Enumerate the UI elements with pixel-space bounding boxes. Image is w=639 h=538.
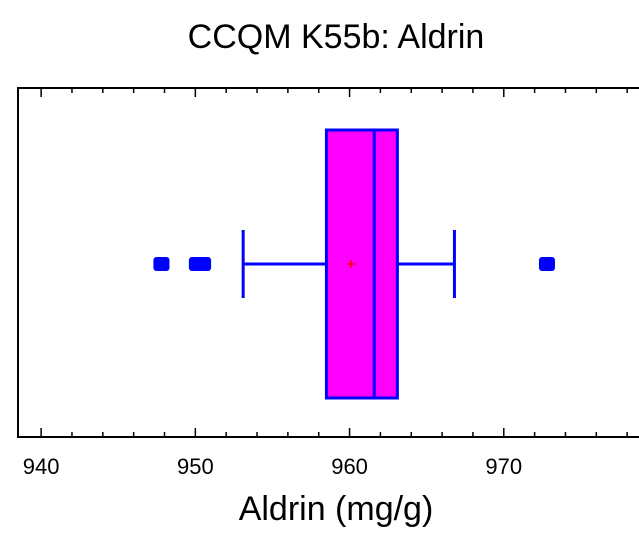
outlier-point (195, 257, 212, 271)
x-tick-label: 940 (23, 454, 60, 479)
x-axis-minor-ticks (71, 88, 628, 437)
x-axis-label: Aldrin (mg/g) (239, 490, 434, 528)
outlier-points (153, 257, 555, 271)
box-plot (241, 128, 456, 400)
interquartile-box (324, 128, 399, 400)
x-axis-major-ticks (40, 88, 505, 437)
x-axis-tick-labels: 94095096097098 (23, 454, 522, 479)
x-tick-label: 970 (485, 454, 522, 479)
outlier-point (153, 257, 170, 271)
x-tick-label: 960 (331, 454, 368, 479)
chart-title: CCQM K55b: Aldrin (188, 18, 485, 56)
outlier-point (538, 257, 555, 271)
x-tick-label: 950 (177, 454, 214, 479)
